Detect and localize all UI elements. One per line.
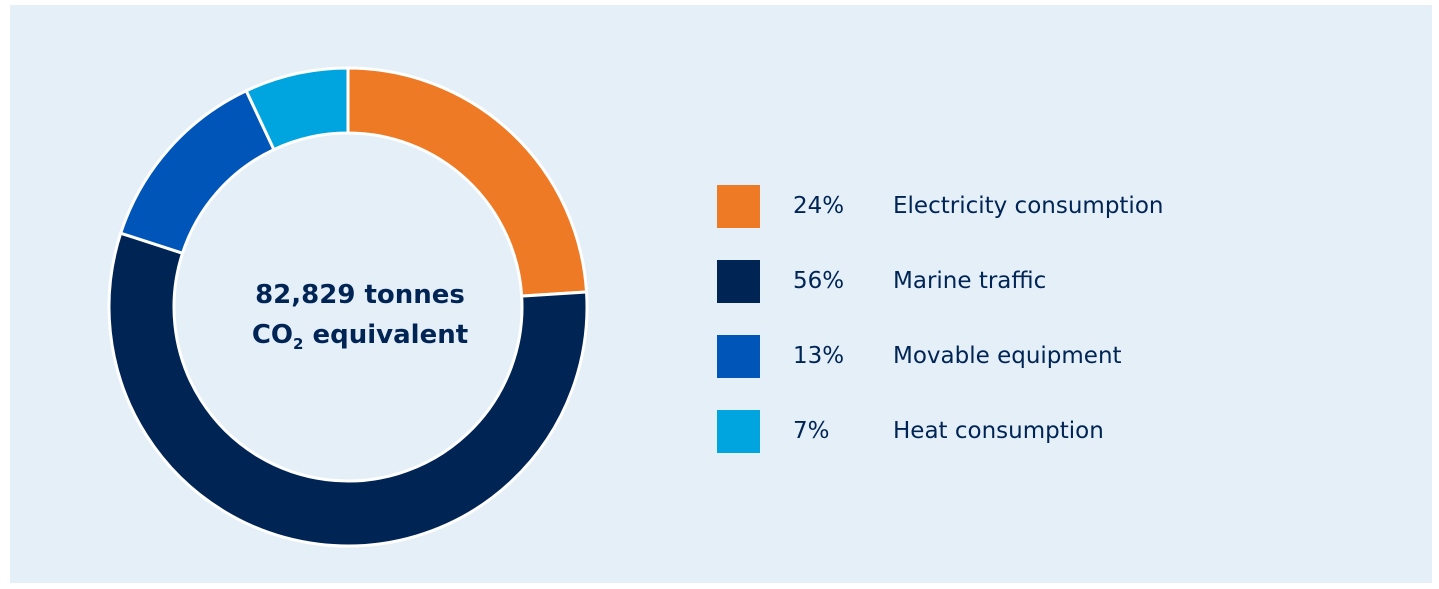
legend-item-electricity: 24% Electricity consumption xyxy=(717,185,1317,239)
legend-swatch-marine xyxy=(717,260,760,303)
chart-panel: 82,829 tonnes CO2 equivalent 24% Electri… xyxy=(10,5,1432,583)
center-label-line2: CO2 equivalent xyxy=(210,315,510,355)
legend-percent-electricity: 24% xyxy=(793,193,845,219)
center-label-line1: 82,829 tonnes xyxy=(255,280,465,310)
legend-percent-heat: 7% xyxy=(793,418,830,444)
legend-item-marine: 56% Marine traffic xyxy=(717,260,1317,314)
donut-chart xyxy=(107,66,589,548)
legend-label-movable: Movable equipment xyxy=(893,343,1122,369)
legend-label-marine: Marine traffic xyxy=(893,268,1047,294)
legend-swatch-heat xyxy=(717,410,760,453)
donut-center-label: 82,829 tonnes CO2 equivalent xyxy=(210,275,510,355)
donut-slice-electricity xyxy=(346,66,589,298)
center-label-equivalent: equivalent xyxy=(303,320,469,350)
legend-percent-marine: 56% xyxy=(793,268,845,294)
donut-slice-heat xyxy=(244,66,350,152)
center-label-co: CO xyxy=(251,320,294,350)
legend-label-electricity: Electricity consumption xyxy=(893,193,1164,219)
donut-slice-marine xyxy=(107,231,589,548)
legend-swatch-electricity xyxy=(717,185,760,228)
center-label-subscript: 2 xyxy=(293,335,304,353)
legend-label-heat: Heat consumption xyxy=(893,418,1104,444)
legend-percent-movable: 13% xyxy=(793,343,845,369)
legend-swatch-movable xyxy=(717,335,760,378)
legend-item-movable: 13% Movable equipment xyxy=(717,335,1317,389)
legend: 24% Electricity consumption 56% Marine t… xyxy=(717,185,1317,485)
donut-slice-movable xyxy=(118,88,276,256)
legend-item-heat: 7% Heat consumption xyxy=(717,410,1317,464)
